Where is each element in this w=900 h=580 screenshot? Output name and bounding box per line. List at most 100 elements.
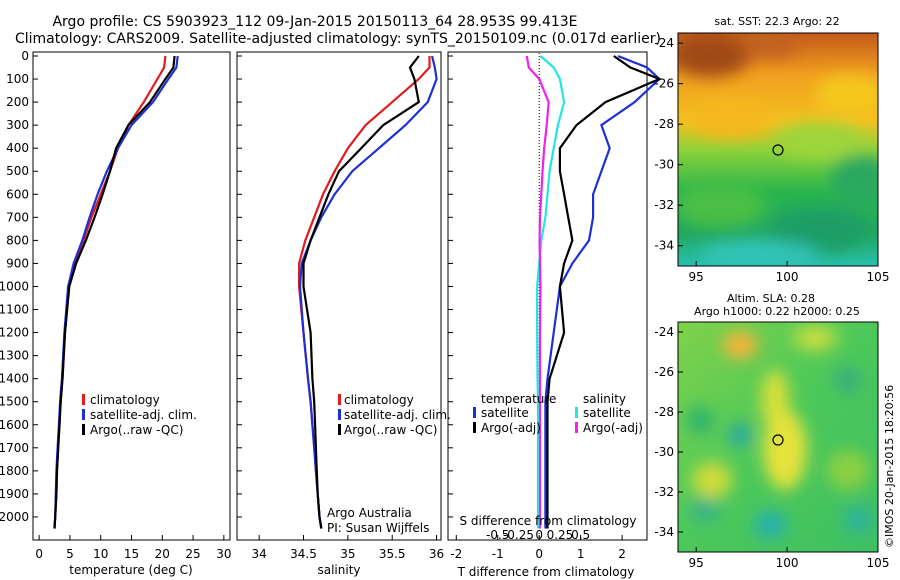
s-tick-label: 0.5 bbox=[571, 528, 590, 542]
x-tick-label: -1 bbox=[492, 547, 504, 561]
legend-label-climatology: climatology bbox=[90, 393, 160, 407]
legend-label-s-satellite: satellite bbox=[583, 406, 631, 420]
map-lat-label: -24 bbox=[654, 36, 674, 50]
depth-tick-label: 1300 bbox=[0, 349, 29, 363]
x-tick-label: -2 bbox=[450, 547, 462, 561]
depth-tick-label: 2000 bbox=[0, 510, 29, 524]
x-tick-label: 15 bbox=[124, 547, 139, 561]
legend-swatch-argo bbox=[338, 424, 341, 435]
series-line-salinity-argo-adj bbox=[525, 55, 550, 529]
sla-map-axes: -24 -26 -28 -30 -32 -34 95 100 105 bbox=[654, 325, 889, 570]
sst-map-image bbox=[678, 33, 878, 266]
legend-swatch-t-argo bbox=[473, 422, 476, 433]
sla-map-frame bbox=[677, 321, 879, 553]
map-lat-label: -32 bbox=[654, 485, 674, 499]
legend-swatch-satellite bbox=[338, 409, 341, 420]
legend-swatch-climatology bbox=[338, 394, 341, 405]
depth-tick-label: 1600 bbox=[0, 418, 29, 432]
map-lat-label: -24 bbox=[654, 325, 674, 339]
s-tick-label: 0.25 bbox=[547, 528, 574, 542]
depth-tick-label: 1800 bbox=[0, 464, 29, 478]
map-lon-label: 100 bbox=[776, 556, 799, 570]
depth-tick-label: 200 bbox=[6, 95, 29, 109]
legend-swatch-s-satellite bbox=[575, 407, 578, 418]
map-lat-label: -26 bbox=[654, 77, 674, 91]
legend-swatch-satellite bbox=[82, 409, 85, 420]
sst-map-frame bbox=[677, 32, 879, 267]
x-tick-label: 20 bbox=[155, 547, 170, 561]
series-line-satellite-adj-clim bbox=[53, 55, 179, 529]
x-tick-label: 2 bbox=[618, 547, 626, 561]
depth-tick-label: 1000 bbox=[0, 279, 29, 293]
map-lat-label: -34 bbox=[654, 239, 674, 253]
map-lat-label: -28 bbox=[654, 405, 674, 419]
series-line-argo-raw-qc bbox=[53, 55, 176, 529]
sla-texture bbox=[686, 326, 872, 539]
salinity-x-axis: 34 34.5 35 35.5 36 bbox=[252, 535, 444, 561]
salinity-profiles bbox=[298, 55, 438, 529]
x-tick-label: 35.5 bbox=[379, 547, 406, 561]
depth-tick-label: 1500 bbox=[0, 395, 29, 409]
difference-x-axis: -2 -1 0 1 2 bbox=[450, 535, 626, 561]
depth-tick-label: 700 bbox=[6, 210, 29, 224]
x-tick-label: 34 bbox=[252, 547, 267, 561]
imos-timestamp: ©IMOS 20-Jan-2015 18:20:56 bbox=[883, 385, 896, 548]
temperature-profiles bbox=[53, 55, 179, 529]
x-tick-label: 25 bbox=[185, 547, 200, 561]
x-tick-label: 34.5 bbox=[290, 547, 317, 561]
series-line-climatology bbox=[298, 56, 431, 529]
legend-swatch-t-satellite bbox=[473, 407, 476, 418]
s-tick-label: -0.5 bbox=[486, 528, 509, 542]
sst-texture bbox=[678, 33, 878, 266]
x-tick-label: 5 bbox=[66, 547, 74, 561]
salinity-panel-frame bbox=[236, 51, 442, 541]
map-lat-label: -30 bbox=[654, 158, 674, 172]
temperature-x-axis: 0 5 10 15 20 25 30 bbox=[35, 535, 231, 561]
salinity-legend: climatology satellite-adj. clim. Argo(..… bbox=[338, 393, 451, 437]
map-lon-label: 105 bbox=[867, 556, 890, 570]
x-tick-label: 35 bbox=[340, 547, 355, 561]
map-lat-label: -28 bbox=[654, 117, 674, 131]
series-line-satellite-adj-clim bbox=[298, 55, 438, 529]
sla-map-image bbox=[678, 322, 878, 552]
x-tick-label: 30 bbox=[216, 547, 231, 561]
series-line-temperature-argo-adj bbox=[546, 55, 663, 529]
map-lon-label: 95 bbox=[689, 270, 704, 284]
depth-axis: 0 100 200 300 400 500 600 700 800 900 1000 1100 1200… bbox=[0, 49, 453, 524]
sla-map-title-2: Argo h1000: 0.22 h2000: 0.25 bbox=[694, 305, 860, 318]
sst-map-title: sat. SST: 22.3 Argo: 22 bbox=[714, 15, 839, 28]
institution-note: Argo Australia bbox=[327, 506, 412, 520]
argo-location-marker-sla bbox=[772, 434, 784, 446]
legend-swatch-climatology bbox=[82, 394, 85, 405]
figure-title-line-2: Climatology: CARS2009. Satellite-adjuste… bbox=[15, 31, 661, 47]
s-tick-label: 0 bbox=[535, 528, 543, 542]
salinity-difference-label: S difference from climatology bbox=[460, 514, 637, 528]
x-tick-label: 0 bbox=[35, 547, 43, 561]
temperature-difference-label: T difference from climatology bbox=[457, 565, 635, 579]
depth-tick-label: 500 bbox=[6, 164, 29, 178]
temperature-legend: climatology satellite-adj. clim. Argo(..… bbox=[82, 393, 197, 437]
map-lat-label: -32 bbox=[654, 198, 674, 212]
map-lon-label: 105 bbox=[867, 270, 890, 284]
salinity-difference-ticks: -0.5-0.25 0 0.250.5 bbox=[486, 528, 590, 542]
series-line-argo-raw-qc bbox=[302, 55, 421, 529]
legend-label-argo: Argo(..raw -QC) bbox=[344, 423, 437, 437]
depth-tick-label: 1100 bbox=[0, 303, 29, 317]
difference-profiles bbox=[525, 53, 663, 539]
map-lat-label: -26 bbox=[654, 365, 674, 379]
series-line-temperature-satellite bbox=[544, 54, 662, 529]
depth-tick-label: 600 bbox=[6, 187, 29, 201]
legend-swatch-argo bbox=[82, 424, 85, 435]
legend-label-satellite: satellite-adj. clim. bbox=[344, 408, 451, 422]
depth-tick-label: 1200 bbox=[0, 326, 29, 340]
x-tick-label: 36 bbox=[429, 547, 444, 561]
legend-label-s-argo: Argo(-adj) bbox=[583, 421, 643, 435]
depth-tick-label: 400 bbox=[6, 141, 29, 155]
salinity-x-label: salinity bbox=[317, 563, 360, 577]
s-tick-label: -0.25 bbox=[503, 528, 534, 542]
x-tick-label: 1 bbox=[577, 547, 585, 561]
temperature-x-label: temperature (deg C) bbox=[69, 563, 192, 577]
sla-map-title-1: Altim. SLA: 0.28 bbox=[727, 292, 815, 305]
legend-label-t-argo: Argo(-adj) bbox=[481, 421, 541, 435]
